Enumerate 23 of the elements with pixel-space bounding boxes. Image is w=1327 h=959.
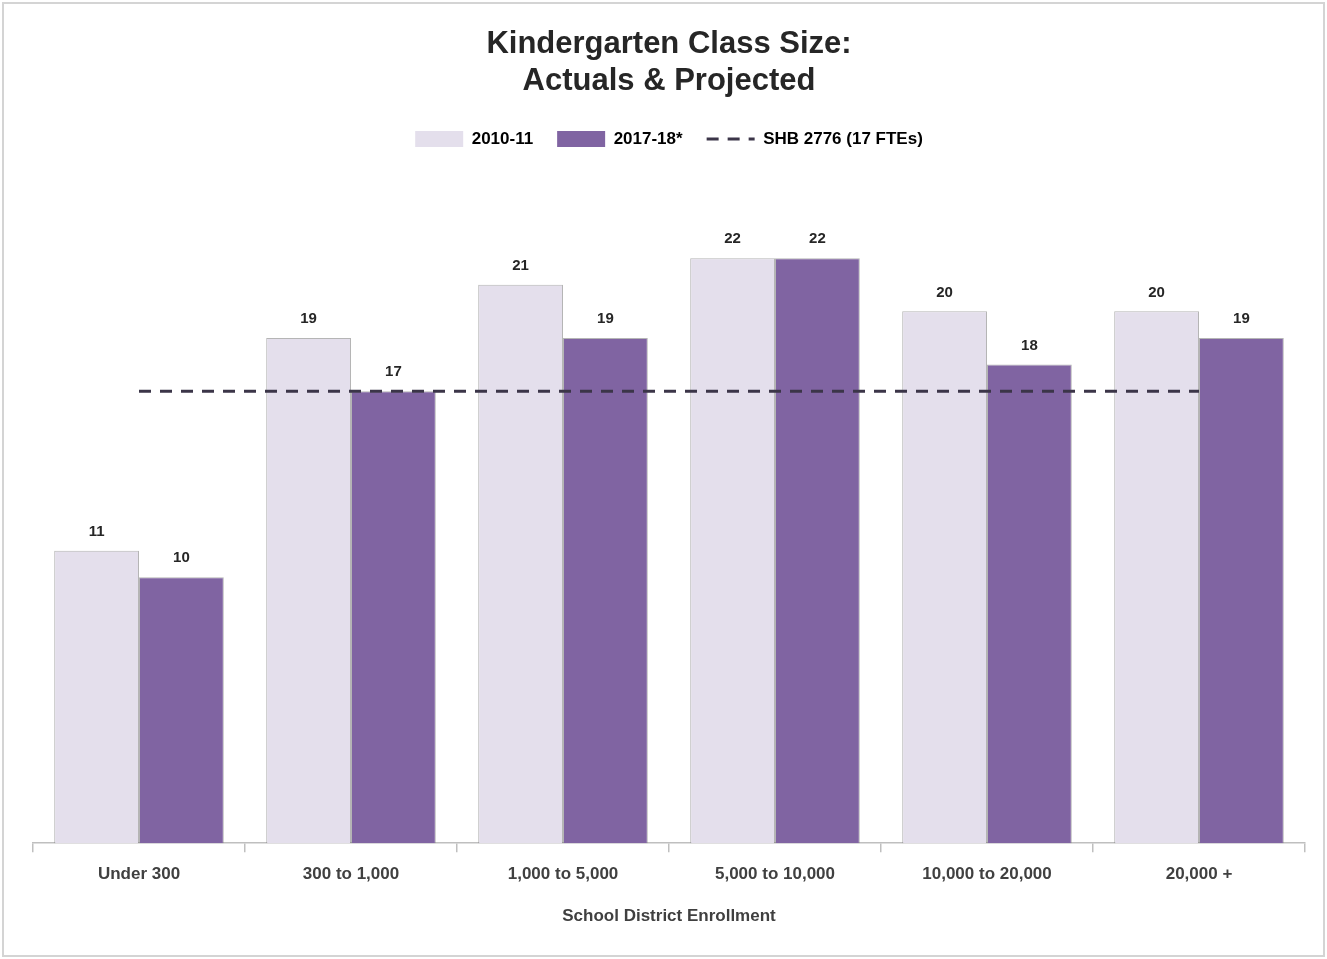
data-label: 22 [809, 229, 826, 247]
data-label: 18 [1021, 335, 1038, 353]
data-label: 22 [724, 229, 741, 247]
x-tick-label: 10,000 to 20,000 [922, 864, 1052, 884]
x-tick-label: 20,000 + [1165, 864, 1233, 884]
data-label: 20 [936, 282, 953, 300]
data-label: 19 [1233, 309, 1250, 327]
x-tick-label: 1,000 to 5,000 [507, 864, 619, 884]
legend-label: 2017-18* [613, 128, 684, 148]
legend-label: SHB 2776 (17 FTEs) [763, 128, 923, 148]
data-label: 17 [385, 362, 402, 380]
data-label: 19 [300, 309, 317, 327]
chart-title: Kindergarten Class Size: Actuals & Projected [486, 25, 852, 98]
data-label: 11 [88, 521, 105, 539]
data-label: 20 [1148, 282, 1165, 300]
data-label: 19 [597, 309, 614, 327]
x-tick-label: Under 300 [97, 864, 181, 884]
x-tick-label: 300 to 1,000 [302, 864, 400, 884]
legend-label: 2010-11 [471, 128, 534, 148]
x-axis-title: School District Enrollment [562, 906, 777, 926]
x-tick-label: 5,000 to 10,000 [714, 864, 836, 884]
data-label: 10 [173, 548, 190, 566]
data-label: 21 [512, 255, 529, 273]
